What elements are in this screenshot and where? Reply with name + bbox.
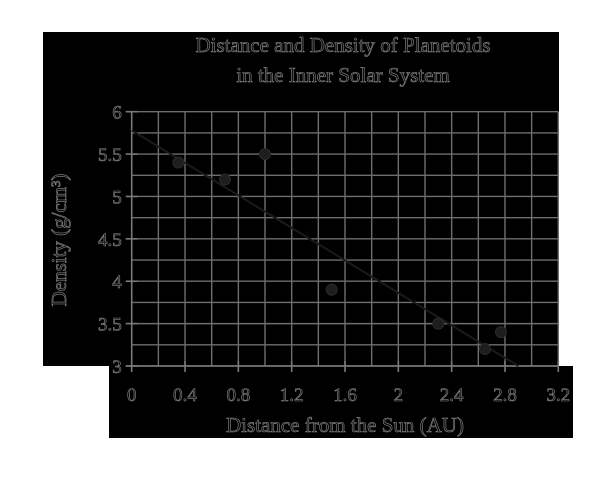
y-tick-label: 5.5 [98,145,122,166]
data-point [259,148,272,161]
x-tick-label: 3.2 [546,385,570,406]
chart-title-line-2: in the Inner Solar System [236,63,449,87]
x-axis-label: Distance from the Sun (AU) [226,413,464,437]
x-tick-label: 0.4 [173,385,197,406]
x-tick-label: 2 [394,385,404,406]
y-tick-label: 4.5 [98,230,122,251]
x-tick-label: 0 [127,385,137,406]
grid [130,110,559,367]
y-tick-label: 4 [112,272,122,293]
x-tick-label: 1.6 [333,385,357,406]
data-point [325,283,338,296]
y-axis-label: Density (g/cm³) [47,174,71,307]
x-axis-ticks: 0 0.4 0.8 1.2 1.6 2 2.4 2.8 3.2 [127,361,570,406]
y-tick-label: 6 [112,103,122,124]
y-tick-label: 3.5 [98,315,122,336]
y-tick-label: 3 [112,357,122,378]
trendline [131,129,519,367]
x-tick-label: 2.4 [440,385,464,406]
data-point [432,317,445,330]
chart-background-bottom [109,366,573,438]
data-point [219,173,232,186]
data-point [478,343,491,356]
x-tick-label: 1.2 [280,385,304,406]
x-tick-label: 2.8 [493,385,517,406]
y-tick-label: 5 [112,187,122,208]
chart-title-line-1: Distance and Density of Planetoids [195,33,490,57]
data-point [494,326,507,339]
y-axis-ticks: 3 3.5 4 4.5 5 5.5 6 [98,102,138,378]
data-point [172,156,185,169]
x-tick-label: 0.8 [226,385,250,406]
chart-background-top [43,32,559,366]
axes [125,111,559,372]
data-points [172,148,507,356]
